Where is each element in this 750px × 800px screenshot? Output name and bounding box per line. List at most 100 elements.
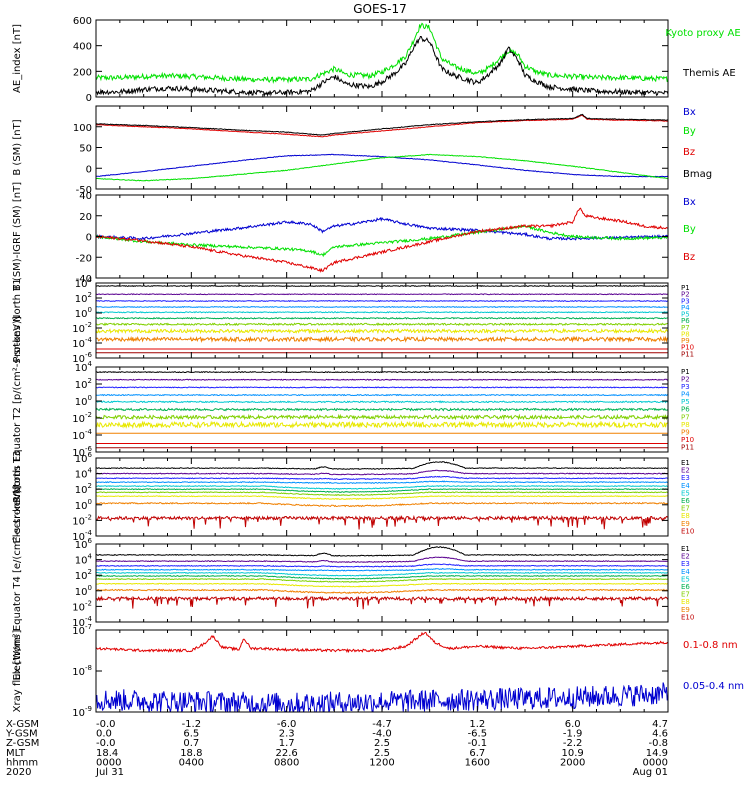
x-axis-cell: -0.1	[468, 738, 488, 749]
legend-label: E4	[681, 482, 690, 490]
legend-label: E1	[681, 459, 690, 467]
panel-4-x-ticks	[95, 283, 669, 358]
series-line-e10	[96, 514, 668, 530]
legend-label: P5	[681, 398, 690, 406]
y-tick-label: 10-9	[72, 705, 92, 719]
x-axis-cell: 6.0	[565, 719, 581, 730]
y-tick-label: 100	[73, 123, 92, 134]
legend-label: E1	[681, 545, 690, 553]
series-line-p8	[96, 327, 668, 335]
series-line-p2	[96, 378, 668, 381]
legend-label: P7	[681, 413, 690, 421]
legend-label: E5	[681, 575, 690, 583]
panel-7-data	[96, 546, 668, 610]
y-tick-label: 100	[75, 498, 92, 512]
y-tick-label: 10-2	[72, 321, 92, 335]
y-tick-label: 104	[75, 553, 93, 567]
y-tick-label: 106	[75, 451, 93, 465]
series-line-p6	[96, 316, 668, 320]
x-axis-cell: -6.5	[468, 729, 488, 740]
legend-label: E8	[681, 598, 690, 606]
legend-label: E5	[681, 489, 690, 497]
series-line-p4	[96, 393, 668, 397]
panel-1-x-ticks	[95, 20, 669, 97]
panel-2-frame	[95, 105, 669, 190]
series-line-p7	[96, 413, 668, 421]
legend-label: P9	[681, 337, 690, 345]
x-axis-cell: 2.3	[279, 729, 295, 740]
panel-3-x-ticks	[95, 195, 669, 278]
legend-label: P1	[681, 284, 690, 292]
x-axis-cell: 1200	[369, 757, 394, 768]
x-axis-cell: -4.7	[372, 719, 392, 730]
x-axis-cell: -2.2	[563, 738, 583, 749]
x-axis-cell: -0.0	[96, 719, 116, 730]
legend-label: P11	[681, 350, 694, 358]
panel-6-y-label: Electrons North T3	[12, 450, 23, 543]
panel-5-y-label: Protons Equator T2 [p/(cm²-s-sr-keV)]	[12, 316, 23, 503]
y-tick-label: 106	[75, 537, 93, 551]
legend-label: E2	[681, 553, 690, 561]
panel-2-data	[96, 113, 668, 182]
series-line-themis-ae	[96, 36, 668, 97]
y-tick-label: 100	[75, 394, 92, 408]
legend-label: P8	[681, 421, 690, 429]
plot-title: GOES-17	[353, 2, 407, 16]
y-tick-label: 600	[73, 16, 92, 27]
x-axis-cell: 1.2	[469, 719, 485, 730]
panel-1-y-label: AE_index [nT]	[12, 24, 23, 93]
panel-1: 0 200 400 600 AE_index [nT] Kyoto proxy AE The…	[12, 16, 741, 104]
x-axis-cell: -0.8	[648, 738, 668, 749]
y-tick-label: 102	[75, 482, 92, 496]
y-tick-label: 10-2	[72, 599, 92, 613]
series-line-e9	[96, 501, 668, 508]
x-axis-cell: -6.0	[277, 719, 297, 730]
legend-label: P6	[681, 406, 690, 414]
series-line-p9	[96, 335, 668, 343]
x-axis-cell: 0400	[179, 757, 204, 768]
y-tick-label: -40	[76, 274, 92, 285]
y-tick-label: 104	[75, 276, 93, 290]
panel-2-y-label: B (SM) [nT]	[12, 119, 23, 175]
y-tick-label: 10-4	[72, 336, 92, 350]
legend-label: E7	[681, 591, 690, 599]
series-line-e6	[96, 574, 668, 580]
series-line-e8	[96, 582, 668, 588]
series-line-bmag	[96, 113, 668, 136]
panel-5-x-ticks	[95, 367, 669, 452]
series-line-e9	[96, 588, 668, 594]
legend-label: P1	[681, 368, 690, 376]
x-axis-cell: Aug 01	[633, 767, 668, 778]
panel-3-legend: Bx By Bz	[683, 197, 696, 263]
series-line-by	[96, 153, 668, 182]
x-axis-cell: 0000	[96, 757, 121, 768]
x-axis-cell: 6.5	[183, 729, 199, 740]
panel-7-y-label: Electrons Equator T4 [e/(cm²-s-sr-keV)]	[12, 485, 23, 680]
series-line-p7	[96, 322, 668, 327]
series-line-e5	[96, 571, 668, 577]
y-tick-label: 102	[75, 568, 92, 582]
legend-label: P4	[681, 391, 690, 399]
x-axis-row-label: 2020	[6, 767, 31, 778]
legend-label: E2	[681, 467, 690, 475]
panel-6-x-ticks	[95, 458, 669, 536]
panel-3-data	[96, 207, 668, 273]
series-line-e7	[96, 578, 668, 583]
panel-1-frame	[95, 19, 669, 98]
panel-6-data	[96, 461, 668, 530]
x-axis-cell: 14.9	[646, 748, 668, 759]
y-tick-label: 104	[75, 467, 93, 481]
legend-label: Bx	[683, 197, 696, 208]
legend-label: 0.05-0.4 nm	[683, 681, 744, 692]
legend-label: P5	[681, 311, 690, 319]
x-axis-cell: 0800	[274, 757, 299, 768]
series-line-e10	[96, 595, 668, 610]
panel-2: -50 0 50 100 B (SM) [nT] Bx By Bz Bmag	[12, 105, 712, 196]
